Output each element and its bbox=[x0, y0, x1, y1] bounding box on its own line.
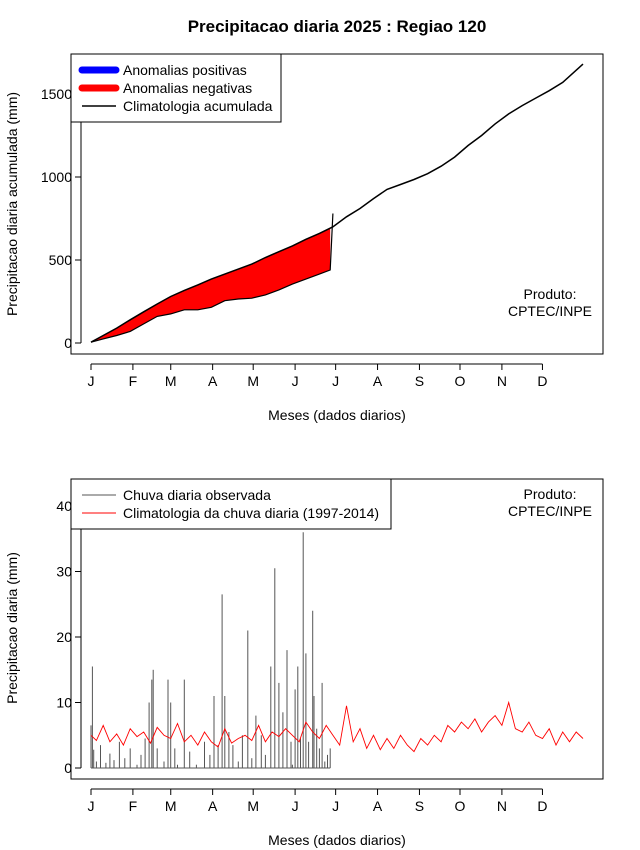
legend-label-observed: Chuva diaria observada bbox=[123, 487, 271, 503]
negative-anomaly-area bbox=[91, 228, 331, 343]
accumulated-x-tick-label: O bbox=[455, 373, 466, 389]
accumulated-x-tick-label: N bbox=[497, 373, 507, 389]
accumulated-x-tick-label: J bbox=[332, 373, 339, 389]
accumulated-anomaly-area bbox=[91, 228, 331, 343]
accumulated-x-tick-label: D bbox=[537, 373, 547, 389]
daily-y-tick-label: 40 bbox=[56, 498, 72, 514]
accumulated-y-tick-label: 1000 bbox=[41, 169, 72, 185]
chart-title: Precipitacao diaria 2025 : Regiao 120 bbox=[188, 17, 487, 36]
accumulated-lines bbox=[90, 63, 584, 343]
legend-label-climatology: Climatologia acumulada bbox=[123, 98, 273, 114]
accumulated-y-axis-label: Precipitacao diaria acumulada (mm) bbox=[4, 92, 20, 316]
accumulated-y-tick-label: 0 bbox=[64, 335, 72, 351]
daily-x-tick-label: M bbox=[247, 798, 259, 814]
daily-x-tick-label: F bbox=[129, 798, 138, 814]
daily-chart: 0 10 20 30 40 J F M A M J J A S O N D Precipitacao diar… bbox=[4, 478, 604, 848]
daily-x-tick-label: O bbox=[455, 798, 466, 814]
daily-y-tick-label: 30 bbox=[56, 564, 72, 580]
daily-x-tick-label: A bbox=[208, 798, 218, 814]
daily-x-axis-label: Meses (dados diarios) bbox=[268, 832, 406, 848]
daily-legend: Chuva diaria observada Climatologia da c… bbox=[70, 478, 392, 530]
daily-climatology-line bbox=[90, 700, 584, 753]
daily-y-axis-label: Precipitacao diaria (mm) bbox=[4, 552, 20, 704]
daily-y-tick-label: 20 bbox=[56, 629, 72, 645]
accumulated-product-note-line2: CPTEC/INPE bbox=[508, 303, 592, 319]
legend-label-daily-climatology: Climatologia da chuva diaria (1997-2014) bbox=[123, 505, 379, 521]
daily-series bbox=[90, 532, 584, 769]
daily-x-tick-label: D bbox=[537, 798, 547, 814]
daily-legend-box bbox=[70, 478, 392, 530]
accumulated-plot-frame bbox=[70, 53, 604, 355]
daily-y-axis: 0 10 20 30 40 bbox=[56, 498, 82, 776]
daily-product-note-line1: Produto: bbox=[524, 486, 577, 502]
daily-x-tick-label: J bbox=[332, 798, 339, 814]
accumulated-x-tick-label: M bbox=[165, 373, 177, 389]
observed-accumulated-line bbox=[90, 213, 334, 343]
accumulated-chart: 0 500 1000 1500 J F M A M J J A S O N D Precipitacao d… bbox=[4, 53, 604, 423]
accumulated-x-tick-label: A bbox=[373, 373, 383, 389]
daily-y-tick-label: 10 bbox=[56, 695, 72, 711]
accumulated-x-tick-label: J bbox=[88, 373, 95, 389]
daily-x-tick-label: N bbox=[497, 798, 507, 814]
accumulated-x-tick-label: A bbox=[208, 373, 218, 389]
accumulated-x-tick-label: S bbox=[415, 373, 424, 389]
accumulated-legend: Anomalias positivas Anomalias negativas … bbox=[70, 53, 282, 123]
daily-x-tick-label: A bbox=[373, 798, 383, 814]
accumulated-y-tick-label: 500 bbox=[49, 252, 73, 268]
daily-x-tick-label: S bbox=[415, 798, 424, 814]
legend-label-positive: Anomalias positivas bbox=[123, 62, 247, 78]
accumulated-x-tick-label: J bbox=[292, 373, 299, 389]
daily-x-tick-label: J bbox=[292, 798, 299, 814]
accumulated-y-tick-label: 1500 bbox=[41, 86, 72, 102]
climatology-accumulated-line bbox=[90, 63, 584, 343]
daily-product-note-line2: CPTEC/INPE bbox=[508, 503, 592, 519]
accumulated-x-axis-label: Meses (dados diarios) bbox=[268, 407, 406, 423]
accumulated-x-tick-label: M bbox=[247, 373, 259, 389]
daily-y-tick-label: 0 bbox=[64, 760, 72, 776]
accumulated-x-tick-label: F bbox=[129, 373, 138, 389]
daily-x-tick-label: J bbox=[88, 798, 95, 814]
accumulated-y-axis: 0 500 1000 1500 bbox=[41, 86, 82, 351]
accumulated-product-note-line1: Produto: bbox=[524, 286, 577, 302]
daily-x-tick-label: M bbox=[165, 798, 177, 814]
legend-label-negative: Anomalias negativas bbox=[123, 80, 252, 96]
